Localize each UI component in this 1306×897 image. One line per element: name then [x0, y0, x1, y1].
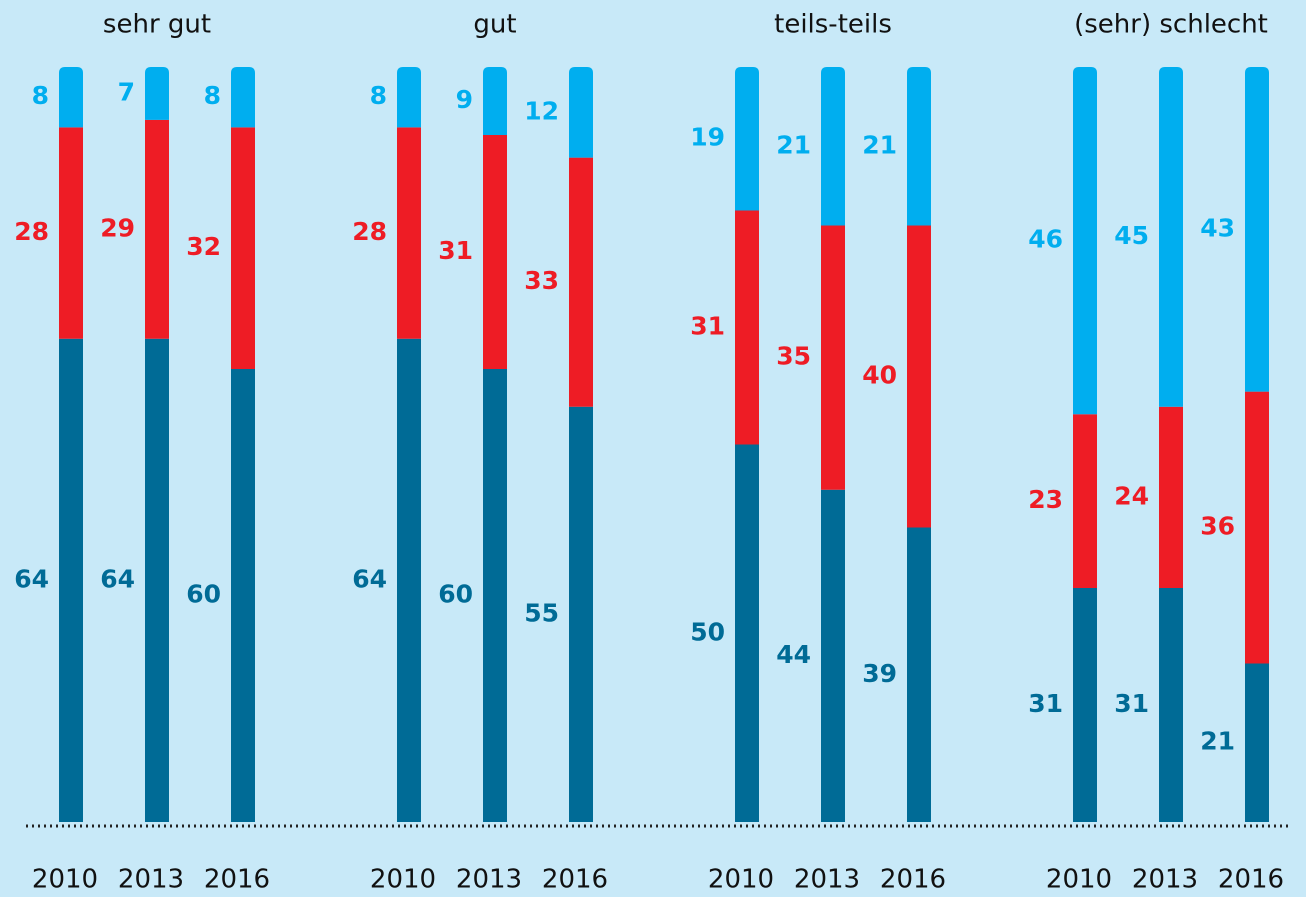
bar-segment [1159, 587, 1183, 822]
value-label: 60 [186, 580, 221, 609]
x-tick-label: 2013 [1132, 865, 1198, 895]
x-tick-label: 2016 [1218, 865, 1284, 895]
group-title: gut [473, 10, 516, 40]
value-label: 8 [32, 81, 49, 110]
value-label: 46 [1028, 225, 1063, 254]
value-label: 45 [1114, 221, 1149, 250]
value-label: 12 [524, 96, 559, 125]
bar-segment [1245, 67, 1269, 392]
bar-segment [735, 210, 759, 445]
bar-segment [1073, 587, 1097, 822]
value-label: 23 [1028, 485, 1063, 514]
value-label: 50 [690, 617, 725, 646]
value-label: 28 [14, 217, 49, 246]
bar-segment [483, 134, 507, 369]
value-label: 55 [524, 598, 559, 627]
value-label: 31 [1114, 689, 1149, 718]
bar-segment [821, 67, 845, 226]
x-tick-label: 2016 [542, 865, 608, 895]
bar-segment [1073, 414, 1097, 588]
bar-segment [1159, 67, 1183, 407]
value-label: 31 [690, 311, 725, 340]
bar-segment [907, 225, 931, 528]
bar-segment [145, 338, 169, 822]
bar-segment [907, 67, 931, 226]
bar-segment [145, 67, 169, 120]
value-label: 64 [352, 564, 387, 593]
value-label: 31 [438, 236, 473, 265]
group-title: sehr gut [103, 10, 211, 40]
bar-segment [735, 444, 759, 822]
bar-segment [397, 338, 421, 822]
bar-segment [569, 157, 593, 407]
bar-segment [907, 527, 931, 822]
value-label: 21 [776, 130, 811, 159]
bar-segment [397, 67, 421, 128]
value-label: 60 [438, 580, 473, 609]
bar-segment [483, 369, 507, 822]
value-label: 9 [456, 85, 473, 114]
bar-segment [483, 67, 507, 135]
value-label: 36 [1200, 512, 1235, 541]
x-tick-label: 2010 [370, 865, 436, 895]
value-label: 33 [524, 266, 559, 295]
bar-segment [145, 119, 169, 339]
bar-segment [1245, 391, 1269, 664]
group-title: teils-teils [774, 10, 892, 40]
bar-segment [1159, 406, 1183, 588]
value-label: 21 [862, 130, 897, 159]
value-label: 8 [370, 81, 387, 110]
x-tick-label: 2010 [32, 865, 98, 895]
bar-segment [1245, 663, 1269, 822]
value-label: 32 [186, 232, 221, 261]
x-tick-label: 2013 [456, 865, 522, 895]
x-tick-label: 2013 [118, 865, 184, 895]
value-label: 19 [690, 123, 725, 152]
value-label: 29 [100, 213, 135, 242]
value-label: 39 [862, 659, 897, 688]
bar-segment [231, 369, 255, 822]
x-tick-label: 2013 [794, 865, 860, 895]
bar-segment [231, 127, 255, 370]
bar-segment [569, 406, 593, 822]
value-label: 24 [1114, 481, 1149, 510]
value-label: 43 [1200, 213, 1235, 242]
bar-segment [821, 489, 845, 822]
bar-segment [59, 67, 83, 128]
x-tick-label: 2010 [708, 865, 774, 895]
value-label: 40 [862, 361, 897, 390]
value-label: 21 [1200, 727, 1235, 756]
value-label: 7 [118, 77, 135, 106]
value-label: 64 [100, 564, 135, 593]
group-title: (sehr) schlecht [1074, 10, 1268, 40]
bar-segment [1073, 67, 1097, 415]
value-label: 35 [776, 342, 811, 371]
bar-segment [569, 67, 593, 158]
bar-segment [735, 67, 759, 211]
value-label: 64 [14, 564, 49, 593]
bar-segment [821, 225, 845, 490]
x-tick-label: 2010 [1046, 865, 1112, 895]
x-tick-label: 2016 [204, 865, 270, 895]
value-label: 28 [352, 217, 387, 246]
value-label: 8 [204, 81, 221, 110]
bar-segment [59, 338, 83, 822]
x-tick-label: 2016 [880, 865, 946, 895]
bar-segment [231, 67, 255, 128]
bar-segment [397, 127, 421, 339]
value-label: 44 [776, 640, 811, 669]
value-label: 31 [1028, 689, 1063, 718]
bar-segment [59, 127, 83, 339]
